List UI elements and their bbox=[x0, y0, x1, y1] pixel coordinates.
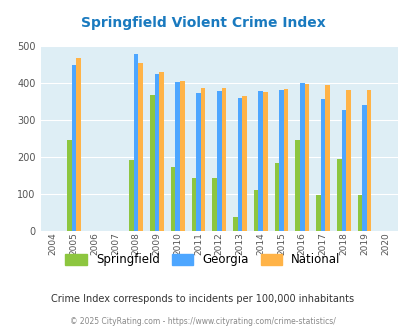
Legend: Springfield, Georgia, National: Springfield, Georgia, National bbox=[65, 253, 340, 266]
Bar bbox=[221, 88, 226, 231]
Text: Springfield Violent Crime Index: Springfield Violent Crime Index bbox=[81, 16, 324, 30]
Bar bbox=[320, 99, 324, 231]
Bar bbox=[150, 95, 154, 231]
Text: © 2025 CityRating.com - https://www.cityrating.com/crime-statistics/: © 2025 CityRating.com - https://www.city… bbox=[70, 317, 335, 326]
Bar bbox=[258, 91, 262, 231]
Bar bbox=[274, 163, 279, 231]
Bar bbox=[212, 178, 216, 231]
Bar bbox=[175, 82, 179, 231]
Bar bbox=[253, 190, 258, 231]
Bar bbox=[283, 89, 288, 231]
Bar bbox=[295, 141, 299, 231]
Bar bbox=[71, 65, 76, 231]
Bar bbox=[366, 90, 371, 231]
Bar bbox=[304, 83, 309, 231]
Bar bbox=[129, 160, 134, 231]
Bar bbox=[76, 58, 81, 231]
Bar bbox=[279, 90, 283, 231]
Bar bbox=[179, 81, 184, 231]
Bar bbox=[216, 90, 221, 231]
Text: Crime Index corresponds to incidents per 100,000 inhabitants: Crime Index corresponds to incidents per… bbox=[51, 294, 354, 304]
Bar bbox=[159, 72, 163, 231]
Bar bbox=[200, 88, 205, 231]
Bar bbox=[154, 74, 159, 231]
Bar bbox=[324, 85, 329, 231]
Bar bbox=[315, 195, 320, 231]
Bar bbox=[242, 96, 246, 231]
Bar bbox=[171, 167, 175, 231]
Bar bbox=[262, 92, 267, 231]
Bar bbox=[345, 90, 350, 231]
Bar bbox=[191, 178, 196, 231]
Bar bbox=[67, 141, 71, 231]
Bar bbox=[341, 110, 345, 231]
Bar bbox=[357, 195, 362, 231]
Bar bbox=[138, 63, 143, 231]
Bar bbox=[134, 53, 138, 231]
Bar bbox=[336, 159, 341, 231]
Bar bbox=[299, 83, 304, 231]
Bar bbox=[362, 105, 366, 231]
Bar bbox=[237, 98, 242, 231]
Bar bbox=[196, 93, 200, 231]
Bar bbox=[232, 217, 237, 231]
